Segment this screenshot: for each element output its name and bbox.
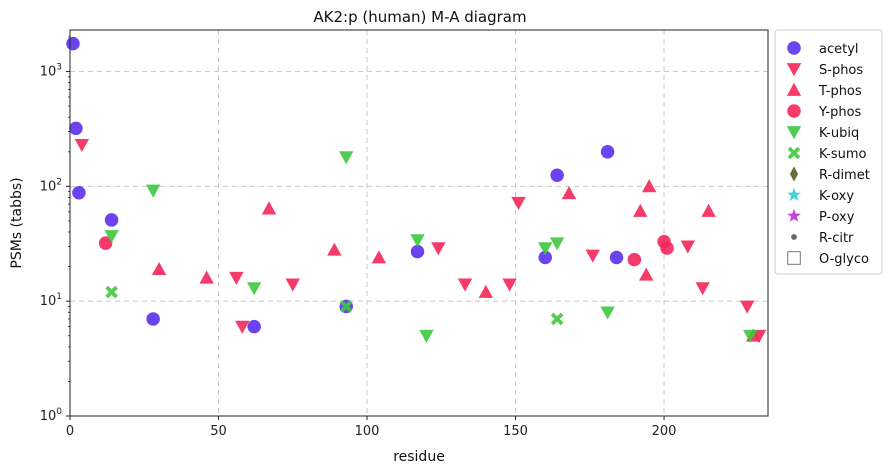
point-y-phos [660,241,674,255]
plot-frame [69,29,769,417]
point-k-ubiq [538,242,553,256]
point-k-ubiq [145,184,161,198]
legend-label-p-oxy: P-oxy [819,210,855,225]
y-axis-label: PSMs (tabbs) [9,177,25,268]
point-s-phos [285,278,300,292]
point-acetyl [550,168,564,182]
y-tick-label: 102 [40,177,62,194]
legend-label-s-phos: S-phos [819,63,863,78]
chart-title: AK2:p (human) M-A diagram [313,8,526,26]
legend-marker-s-phos [786,63,802,77]
legend-label-k-oxy: K-oxy [819,189,854,204]
point-t-phos [561,186,577,200]
x-axis-ticks: 0 50 100 150 200 [66,416,677,439]
point-s-phos [74,138,90,153]
point-acetyl [72,185,86,200]
y-tick-label: 101 [40,292,62,309]
legend-label-r-citr: R-citr [819,231,854,246]
series-y-phos [98,234,674,267]
point-t-phos [327,242,342,256]
legend-label-t-phos: T-phos [818,84,862,99]
point-s-phos [235,320,250,334]
legend-label-y-phos: Y-phos [818,105,862,120]
point-k-ubiq [419,329,434,343]
legend-label-r-dimet: R-dimet [819,168,870,183]
point-k-ubiq [600,306,615,320]
point-k-ubiq [246,282,262,296]
point-t-phos [151,261,167,276]
point-k-ubiq [410,234,425,248]
point-acetyl [609,250,624,265]
legend-label-k-sumo: K-sumo [819,147,867,162]
legend-label-o-glyco: O-glyco [819,252,869,267]
point-t-phos [261,201,277,215]
x-tick-label: 0 [66,424,74,439]
series-k-ubiq [104,151,758,343]
legend-marker-k-oxy [787,187,801,201]
point-t-phos [199,270,214,284]
point-t-phos [633,203,648,217]
point-t-phos [371,250,387,264]
point-s-phos [511,196,526,210]
legend-label-acetyl: acetyl [819,42,859,57]
point-s-phos [431,242,446,256]
legend-label-k-ubiq: K-ubiq [819,126,859,141]
point-s-phos [680,240,696,254]
series-k-sumo [105,285,564,326]
point-k-ubiq [549,237,565,251]
point-s-phos [695,282,710,296]
point-acetyl [410,244,425,259]
point-s-phos [229,271,244,285]
y-tick-label: 103 [40,63,62,80]
legend-marker-r-citr [791,234,797,240]
legend-marker-o-glyco [787,251,801,265]
x-tick-label: 200 [652,424,677,439]
point-s-phos [457,278,473,292]
series-s-phos [74,138,767,343]
legend-marker-y-phos [787,104,801,118]
point-acetyl [146,312,160,326]
point-k-sumo [550,312,564,326]
x-tick-label: 100 [355,424,380,439]
point-t-phos [641,179,657,193]
legend-marker-k-sumo [787,146,801,160]
point-acetyl [69,121,83,136]
point-acetyl [600,145,615,159]
legend-marker-acetyl [787,41,801,55]
point-k-sumo [105,285,118,299]
point-acetyl [538,250,552,265]
legend-marker-t-phos [786,82,802,96]
data-points [66,36,767,343]
point-t-phos [478,284,494,298]
point-k-ubiq [742,329,758,343]
point-k-ubiq [339,151,354,165]
grid-lines [70,30,768,416]
y-tick-label: 100 [40,407,63,424]
y-axis-ticks: 100 101 102 103 [40,36,70,424]
legend-marker-k-ubiq [786,126,802,140]
point-t-phos [701,203,716,217]
point-acetyl [104,213,119,227]
point-k-ubiq [104,230,119,244]
point-k-sumo [339,300,353,313]
point-s-phos [502,278,517,292]
point-y-phos [627,252,642,267]
point-s-phos [585,249,600,263]
point-s-phos [740,300,755,314]
legend-marker-r-dimet [789,166,799,182]
legend: acetyl S-phos T-phos Y-phos K-ubiq K-sumo R-di… [774,29,883,275]
point-acetyl [247,319,261,334]
x-tick-label: 150 [503,424,528,439]
legend-frame [774,29,883,275]
x-axis-label: residue [393,449,445,465]
point-acetyl [66,36,80,51]
x-tick-label: 50 [210,424,227,439]
series-t-phos [151,179,761,342]
point-t-phos [639,267,654,281]
legend-marker-p-oxy [787,208,801,222]
point-y-phos [98,236,113,250]
